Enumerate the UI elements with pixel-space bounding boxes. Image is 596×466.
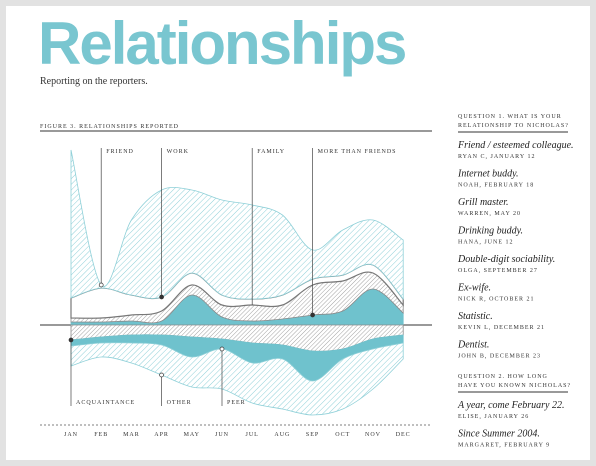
x-tick-label: DEC <box>396 432 411 438</box>
figure-title: FIGURE 3. RELATIONSHIPS REPORTED <box>40 124 179 130</box>
stream-layer <box>70 149 404 301</box>
credit: HANA, JUNE 12 <box>458 240 514 246</box>
panel: Relationships Reporting on the reporters… <box>6 6 590 460</box>
series-label: FRIEND <box>106 149 134 155</box>
answer: Statistic. <box>458 311 493 322</box>
x-tick-label: OCT <box>335 432 350 438</box>
leader-marker <box>98 282 104 288</box>
answer: Internet buddy. <box>457 169 519 180</box>
leader-marker <box>219 346 225 352</box>
credit: KEVIN L, DECEMBER 21 <box>458 325 545 331</box>
answer: Ex-wife. <box>457 283 491 294</box>
credit: JOHN B, DECEMBER 23 <box>458 354 541 360</box>
credit: RYAN C, JANUARY 12 <box>458 154 535 160</box>
credit: ELISE, JANUARY 26 <box>458 414 529 420</box>
infographic: Relationships Reporting on the reporters… <box>38 10 574 449</box>
leader-marker <box>310 312 315 318</box>
answer: Friend / esteemed colleague. <box>457 140 574 151</box>
question: RELATIONSHIP TO NICHOLAS? <box>458 123 569 129</box>
credit: OLGA, SEPTEMBER 27 <box>458 268 538 274</box>
credit: MARGARET, FEBRUARY 9 <box>458 443 550 449</box>
series-label: PEER <box>227 400 246 406</box>
x-tick-label: APR <box>154 432 169 438</box>
series-label: FAMILY <box>257 149 285 155</box>
credit: WARREN, MAY 20 <box>458 211 521 217</box>
x-tick-label: MAY <box>184 432 200 438</box>
answer: Since Summer 2004. <box>458 429 540 440</box>
page-title: Relationships <box>38 10 405 77</box>
answer: A year, come February 22. <box>457 400 564 411</box>
x-tick-label: AUG <box>274 432 290 438</box>
question: QUESTION 1. WHAT IS YOUR <box>458 114 562 120</box>
credit: NICK R, OCTOBER 21 <box>458 297 535 303</box>
x-tick-label: JAN <box>64 432 78 438</box>
series-label: WORK <box>167 149 189 155</box>
sidebar: QUESTION 1. WHAT IS YOUR RELATIONSHIP TO … <box>457 114 574 449</box>
answer: Grill master. <box>458 197 509 208</box>
x-tick-label: JUN <box>215 432 229 438</box>
credit: NOAH, FEBRUARY 18 <box>458 183 534 189</box>
x-tick-label: FEB <box>94 432 108 438</box>
x-tick-label: JUL <box>246 432 259 438</box>
answer: Dentist. <box>457 340 489 351</box>
answer: Drinking buddy. <box>457 226 523 237</box>
stream-chart: JAN FEB MAR APR MAY JUN JUL AUG SEP OCT NOV DEC MORE… <box>40 148 432 438</box>
series-label: ACQUAINTANCE <box>76 400 135 406</box>
x-tick-label: SEP <box>306 432 319 438</box>
subtitle: Reporting on the reporters. <box>40 76 148 87</box>
leader-marker <box>68 337 74 343</box>
answer: Double-digit sociability. <box>457 254 555 265</box>
question: QUESTION 2. HOW LONG <box>458 374 548 380</box>
stream-layer <box>70 342 404 416</box>
series-label: OTHER <box>167 400 192 406</box>
question: HAVE YOU KNOWN NICHOLAS? <box>458 383 571 389</box>
leader-marker <box>159 372 164 378</box>
x-tick-label: MAR <box>123 432 140 438</box>
x-tick-label: NOV <box>365 432 381 438</box>
series-label: MORE THAN FRIENDS <box>318 149 397 155</box>
leader-marker <box>159 294 164 300</box>
